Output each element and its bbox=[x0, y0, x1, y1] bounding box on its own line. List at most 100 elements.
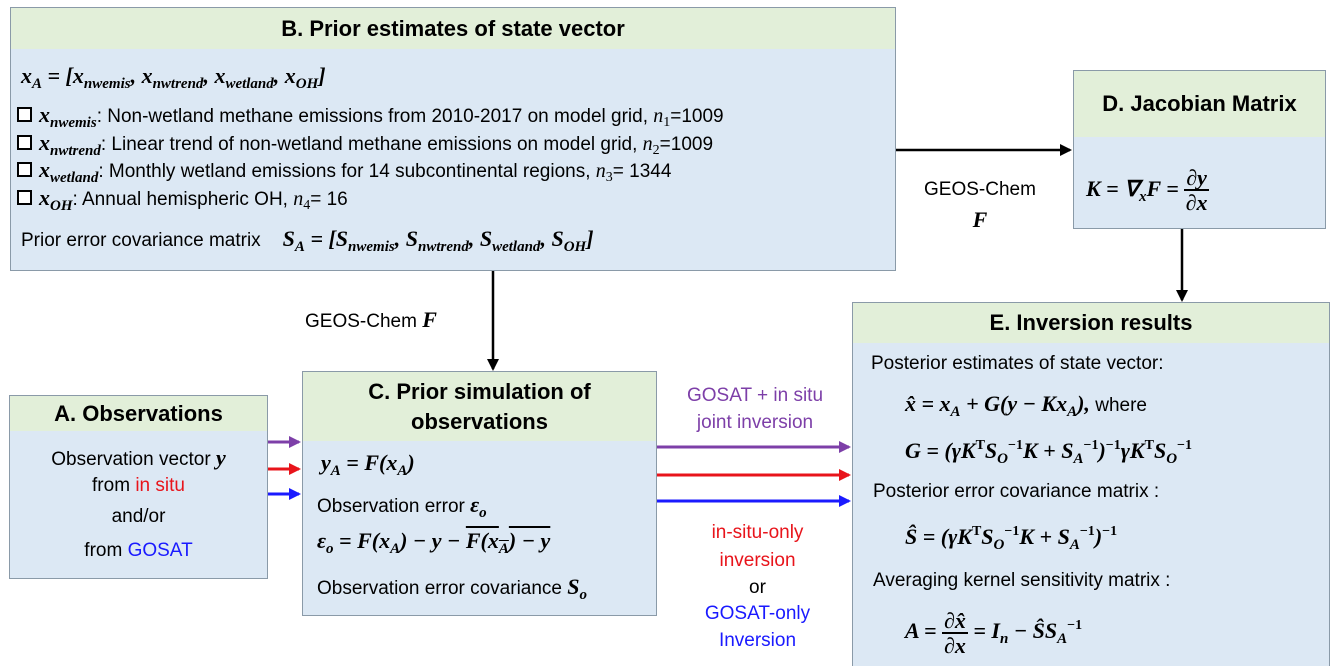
math-m: ] bbox=[586, 226, 594, 251]
math-sub: A bbox=[1073, 451, 1084, 467]
text-line: Posterior error covariance matrix : bbox=[873, 479, 1159, 505]
math-sup: −1 bbox=[1008, 438, 1023, 453]
math-m: x bbox=[39, 102, 50, 127]
math-i: n bbox=[653, 105, 664, 127]
math-m: y bbox=[215, 445, 226, 470]
box-title: A. Observations bbox=[10, 396, 267, 431]
text: Observation error covariance bbox=[317, 578, 568, 599]
text: : Non-wetland methane emissions from 201… bbox=[96, 106, 654, 127]
math-sub: A bbox=[1069, 537, 1080, 553]
formula: K = ∇xF = ∂y ∂x bbox=[1086, 166, 1209, 214]
text-line: from GOSAT bbox=[10, 538, 267, 564]
math-sup: T bbox=[1144, 438, 1154, 453]
math-sub: OH bbox=[50, 198, 73, 214]
arrow-label: inversion bbox=[660, 548, 855, 574]
item: xnwtrend: Linear trend of non-wetland me… bbox=[39, 130, 713, 164]
math-purple: joint inversion bbox=[696, 412, 814, 433]
math-sub: n bbox=[999, 631, 1009, 648]
math-red: inversion bbox=[719, 550, 796, 571]
math-m: + G(y − Kx bbox=[960, 391, 1068, 416]
math-m: F = bbox=[1146, 175, 1185, 201]
math-blue: GOSAT-only bbox=[704, 603, 811, 624]
text: Averaging kernel sensitivity matrix : bbox=[873, 570, 1171, 591]
math-sup: −1 bbox=[1102, 524, 1118, 539]
math-sub: o bbox=[479, 505, 487, 521]
text: = 16 bbox=[310, 189, 348, 210]
math-sub: wetland bbox=[225, 76, 274, 92]
math-isub: 1 bbox=[663, 115, 671, 130]
math-m: G = (γK bbox=[905, 438, 976, 463]
formula: x̂ = xA + G(y − KxA), where bbox=[905, 391, 1147, 425]
math-m: ) bbox=[1098, 438, 1106, 463]
math-sub: OH bbox=[563, 239, 587, 255]
text: : Linear trend of non-wetland methane em… bbox=[100, 134, 643, 155]
formula: xA = [xnwemis, xnwtrend, xwetland, xOH] bbox=[21, 63, 326, 97]
text-line: Averaging kernel sensitivity matrix : bbox=[873, 568, 1170, 594]
math-m: ) bbox=[407, 450, 415, 475]
item: xnwemis: Non-wetland methane emissions f… bbox=[39, 102, 724, 136]
math-m: x bbox=[21, 63, 32, 88]
math-m: Ŝ = (γK bbox=[905, 524, 972, 549]
math-m: , S bbox=[540, 226, 564, 251]
math-m: x bbox=[39, 130, 50, 155]
math-m: S bbox=[1153, 438, 1167, 463]
math-sub: nwemis bbox=[83, 76, 131, 92]
box-d: D. Jacobian Matrix K = ∇xF = ∂y ∂x bbox=[1073, 70, 1326, 229]
arrow-label: joint inversion bbox=[660, 410, 850, 436]
math-m: ), bbox=[1077, 391, 1090, 416]
math-sub: wetland bbox=[50, 170, 99, 186]
math-m: , S bbox=[394, 226, 418, 251]
text: from bbox=[92, 475, 136, 496]
formula: εo = F(xA) − y − F(xA) − y bbox=[317, 528, 550, 562]
text: from bbox=[84, 540, 128, 561]
math-sup: −1 bbox=[1079, 524, 1095, 539]
math-den: ∂x bbox=[1185, 190, 1208, 216]
math-sub: o bbox=[579, 587, 588, 603]
math-sup: T bbox=[975, 438, 985, 453]
math-sub: nwtrend bbox=[417, 239, 469, 255]
box-title: C. Prior simulation of observations bbox=[303, 372, 656, 441]
text-line: Observation vector y bbox=[10, 445, 267, 473]
text: Posterior estimates of state vector: bbox=[871, 353, 1164, 374]
math-den: ∂x bbox=[944, 633, 966, 659]
math-i: n bbox=[595, 160, 606, 182]
arrow-label: in-situ-only bbox=[660, 520, 855, 546]
math-m: A = bbox=[905, 618, 942, 644]
math-sub: O bbox=[993, 537, 1005, 553]
math-m: y bbox=[321, 450, 331, 475]
math-purple: GOSAT + in situ bbox=[686, 385, 824, 406]
box-c: C. Prior simulation of observations yA =… bbox=[302, 371, 657, 616]
math-m: S bbox=[981, 524, 994, 549]
math-i: n bbox=[642, 133, 653, 155]
checkbox bbox=[17, 135, 32, 150]
fraction: ∂x̂ ∂x bbox=[942, 609, 968, 657]
checkbox bbox=[17, 162, 32, 177]
formula: G = (γKTSO−1K + SA−1)−1γKTSO−1 bbox=[905, 433, 1192, 472]
math-m: K = ∇ bbox=[1086, 175, 1139, 201]
box-b: B. Prior estimates of state vector x A = … bbox=[10, 7, 896, 271]
text: : Annual hemispheric OH, bbox=[72, 189, 294, 210]
arrow-label: GOSAT + in situ bbox=[660, 383, 850, 409]
math-ov: ) − y bbox=[508, 528, 551, 553]
math-sub: wetland bbox=[492, 239, 541, 255]
box-title: B. Prior estimates of state vector bbox=[11, 8, 895, 49]
math-isub: 2 bbox=[652, 143, 660, 158]
arrow-label: GOSAT-only bbox=[660, 601, 855, 627]
math-m: ε bbox=[317, 528, 327, 553]
math-m: ) − y − bbox=[400, 528, 466, 553]
arrow-label: or bbox=[660, 575, 855, 601]
math-blue: GOSAT bbox=[127, 540, 193, 561]
math-sub: A bbox=[330, 463, 341, 479]
math-sub: A bbox=[294, 239, 305, 255]
math-m: − ŜS bbox=[1008, 618, 1058, 644]
text: : Monthly wetland emissions for 14 subco… bbox=[98, 161, 596, 182]
text: Observation vector bbox=[51, 449, 216, 470]
math-isub: 4 bbox=[303, 198, 311, 213]
math-m: , x bbox=[203, 63, 226, 88]
math-sup: −1 bbox=[1067, 618, 1083, 634]
math-m: ] bbox=[318, 63, 326, 88]
text: GEOS-Chem bbox=[305, 311, 423, 332]
math-m: K + S bbox=[1019, 524, 1070, 549]
